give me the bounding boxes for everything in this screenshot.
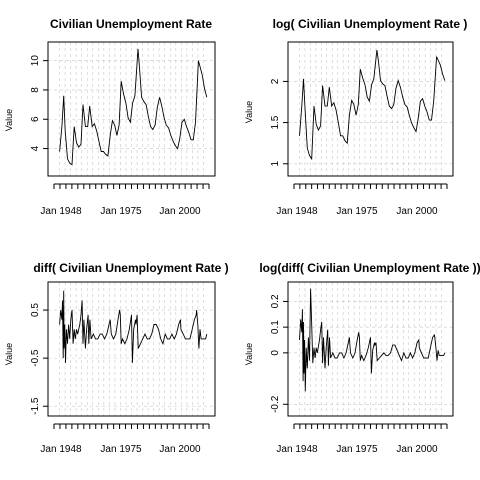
- y-axis-label: Value: [244, 101, 254, 123]
- chart-title: Civilian Unemployment Rate: [50, 17, 212, 31]
- y-tick-label: 0.5: [30, 303, 41, 317]
- y-axis-label: Value: [4, 109, 14, 131]
- chart-panel-3: diff( Civilian Unemployment Rate ) -1.5 -0…: [4, 261, 229, 455]
- y-tick-label: 1.5: [270, 115, 281, 129]
- y-tick-label: 6: [30, 116, 41, 122]
- series-line: [59, 48, 208, 166]
- x-tick-label: Jan 2000: [159, 206, 201, 217]
- plot-frame: [287, 281, 454, 417]
- series-line: [299, 50, 446, 161]
- chart-title: log( Civilian Unemployment Rate ): [273, 17, 468, 31]
- x-tick-label: Jan 1948: [40, 444, 82, 455]
- x-tick-label: Jan 1975: [336, 206, 378, 217]
- chart-panel-1: Civilian Unemployment Rate 4 6 8 10 Jan 1948 J…: [4, 17, 216, 217]
- y-tick-label: 10: [30, 55, 41, 67]
- plot-frame: [47, 281, 216, 417]
- y-tick-label: 0: [270, 350, 281, 356]
- x-tick-label: Jan 1948: [276, 444, 318, 455]
- chart-title: diff( Civilian Unemployment Rate ): [33, 261, 228, 275]
- plot-frame: [47, 41, 216, 177]
- series-line: [299, 288, 446, 392]
- x-tick-label: Jan 2000: [159, 444, 201, 455]
- plot-frame: [287, 41, 454, 177]
- y-tick-label: 4: [30, 145, 41, 151]
- chart-panel-2: log( Civilian Unemployment Rate ) 1 1.5 2 Ja…: [244, 17, 467, 217]
- chart-panel-4: log(diff( Civilian Unemployment Rate )) -…: [244, 261, 480, 455]
- x-tick-label: Jan 1948: [276, 206, 318, 217]
- x-tick-label: Jan 1975: [100, 206, 142, 217]
- y-axis-label: Value: [4, 343, 14, 365]
- y-tick-label: 8: [30, 87, 41, 93]
- x-tick-label: Jan 1948: [40, 206, 82, 217]
- series-line: [59, 290, 208, 363]
- chart-title: log(diff( Civilian Unemployment Rate )): [259, 261, 480, 275]
- x-tick-label: Jan 2000: [396, 206, 438, 217]
- x-tick-label: Jan 1975: [100, 444, 142, 455]
- y-tick-label: 2: [270, 78, 281, 84]
- x-tick-label: Jan 2000: [396, 444, 438, 455]
- y-tick-label: -0.2: [270, 395, 281, 413]
- y-tick-label: 0.2: [270, 294, 281, 308]
- y-tick-label: -0.5: [30, 349, 41, 367]
- y-axis-label: Value: [244, 343, 254, 365]
- y-tick-label: -1.5: [30, 397, 41, 415]
- x-tick-label: Jan 1975: [336, 444, 378, 455]
- y-tick-label: 0.1: [270, 320, 281, 334]
- y-tick-label: 1: [270, 161, 281, 167]
